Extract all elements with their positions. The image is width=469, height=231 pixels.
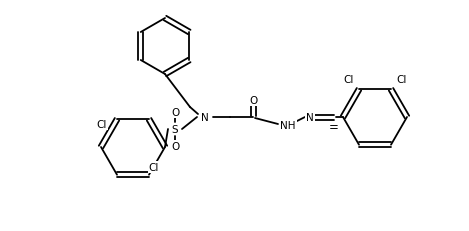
Text: S: S <box>172 125 178 134</box>
Text: Cl: Cl <box>149 162 159 172</box>
Text: O: O <box>171 108 179 118</box>
Text: Cl: Cl <box>97 120 107 130</box>
Text: N: N <box>201 112 209 122</box>
Text: O: O <box>249 96 257 106</box>
Text: Cl: Cl <box>344 75 354 85</box>
Text: O: O <box>171 141 179 151</box>
Text: =: = <box>329 121 339 134</box>
Text: Cl: Cl <box>396 75 406 85</box>
Text: N: N <box>306 112 314 122</box>
Text: NH: NH <box>280 121 295 131</box>
